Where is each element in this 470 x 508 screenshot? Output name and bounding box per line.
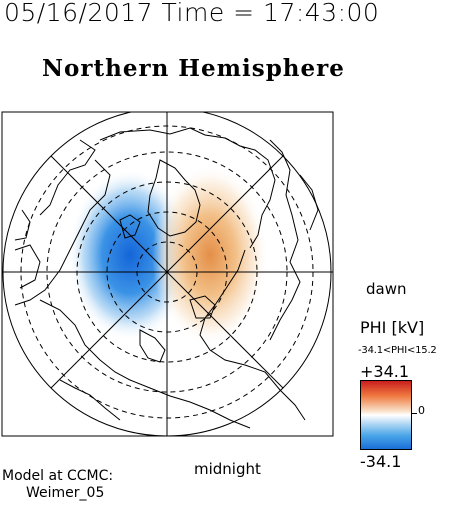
model-credit-line1: Model at CCMC: [2,468,114,484]
colorbar-title: PHI [kV] [360,318,425,337]
dawn-label: dawn [366,280,407,298]
colorbar-max-label: +34.1 [360,362,410,381]
positive-potential-cell [152,165,268,345]
colorbar-min-label: -34.1 [360,452,402,471]
colorbar-zero-tick [412,413,417,414]
hemisphere-title: Northern Hemisphere [42,55,345,82]
meridian-lines [2,112,333,436]
model-credit: Model at CCMC: Weimer_05 [2,468,113,502]
map-frame [1,111,334,437]
colorbar-range-label: -34.1<PHI<15.2 [358,345,437,356]
model-credit-line2: Weimer_05 [26,485,105,501]
datetime-title: 05/16/2017 Time = 17:43:00 [4,0,380,27]
coastlines [14,127,319,429]
colorbar-zero-label: 0 [418,404,425,417]
colorbar [360,380,412,450]
midnight-label: midnight [194,460,261,478]
